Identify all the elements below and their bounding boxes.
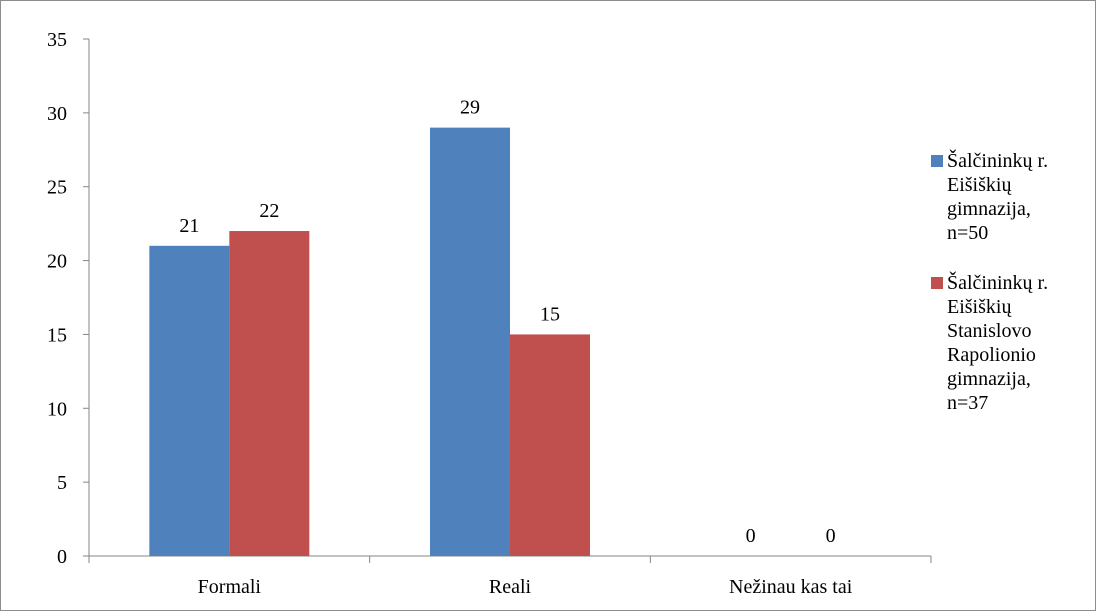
legend-swatch xyxy=(931,277,943,289)
legend-label: Šalčininkų r. Eišiškių gimnazija, n=50 xyxy=(947,150,1049,244)
data-label: 15 xyxy=(540,303,560,325)
x-category-label: Reali xyxy=(489,576,532,598)
legend-item: Šalčininkų r. Eišiškių Stanislovo Rapoli… xyxy=(931,271,1091,415)
x-category-label: Formali xyxy=(198,576,262,598)
y-tick-label: 0 xyxy=(57,546,67,568)
x-category-label: Nežinau kas tai xyxy=(729,576,853,598)
legend-swatch xyxy=(931,155,943,167)
y-tick-label: 15 xyxy=(47,324,67,346)
legend-label: Šalčininkų r. Eišiškių Stanislovo Rapoli… xyxy=(947,272,1049,414)
data-label: 29 xyxy=(460,97,480,119)
data-label: 0 xyxy=(746,525,756,547)
y-tick-label: 30 xyxy=(47,103,67,125)
bar xyxy=(229,231,310,556)
legend-item: Šalčininkų r. Eišiškių gimnazija, n=50 xyxy=(931,149,1091,245)
data-labels: 21 22 29 15 0 0 xyxy=(179,97,835,547)
y-tick-label: 20 xyxy=(47,251,67,273)
x-axis: Formali Reali Nežinau kas tai xyxy=(88,555,932,598)
bars xyxy=(149,127,590,557)
y-tick-label: 5 xyxy=(57,472,67,494)
bar xyxy=(149,245,230,557)
data-label: 22 xyxy=(259,200,279,222)
y-tick-label: 35 xyxy=(47,29,67,51)
y-axis: 0 5 10 15 20 25 30 35 xyxy=(47,29,90,568)
bar xyxy=(510,334,590,556)
data-label: 21 xyxy=(179,215,199,237)
y-tick-label: 10 xyxy=(47,398,67,420)
bar xyxy=(430,127,510,556)
legend: Šalčininkų r. Eišiškių gimnazija, n=50 Ša… xyxy=(931,149,1091,441)
data-label: 0 xyxy=(826,525,836,547)
y-tick-label: 25 xyxy=(47,177,67,199)
